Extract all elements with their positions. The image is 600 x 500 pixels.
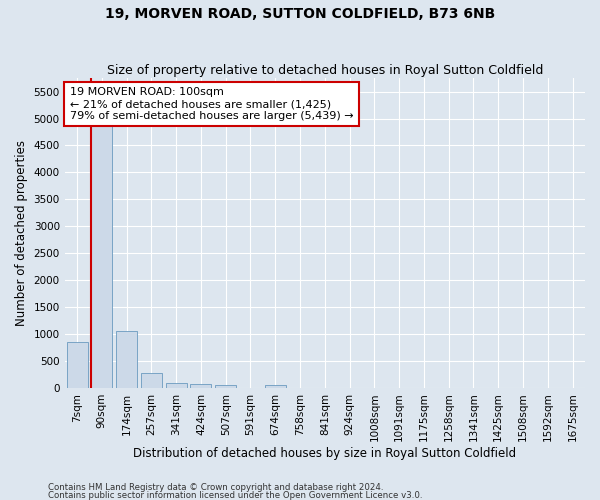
Text: 19, MORVEN ROAD, SUTTON COLDFIELD, B73 6NB: 19, MORVEN ROAD, SUTTON COLDFIELD, B73 6… bbox=[105, 8, 495, 22]
Bar bbox=[190, 384, 211, 388]
Text: Contains public sector information licensed under the Open Government Licence v3: Contains public sector information licen… bbox=[48, 490, 422, 500]
X-axis label: Distribution of detached houses by size in Royal Sutton Coldfield: Distribution of detached houses by size … bbox=[133, 447, 517, 460]
Bar bbox=[67, 342, 88, 388]
Title: Size of property relative to detached houses in Royal Sutton Coldfield: Size of property relative to detached ho… bbox=[107, 64, 543, 77]
Y-axis label: Number of detached properties: Number of detached properties bbox=[15, 140, 28, 326]
Text: Contains HM Land Registry data © Crown copyright and database right 2024.: Contains HM Land Registry data © Crown c… bbox=[48, 482, 383, 492]
Bar bbox=[215, 385, 236, 388]
Bar bbox=[91, 94, 112, 388]
Bar bbox=[116, 330, 137, 388]
Bar bbox=[265, 385, 286, 388]
Text: 19 MORVEN ROAD: 100sqm
← 21% of detached houses are smaller (1,425)
79% of semi-: 19 MORVEN ROAD: 100sqm ← 21% of detached… bbox=[70, 88, 353, 120]
Bar bbox=[166, 383, 187, 388]
Bar bbox=[141, 373, 162, 388]
